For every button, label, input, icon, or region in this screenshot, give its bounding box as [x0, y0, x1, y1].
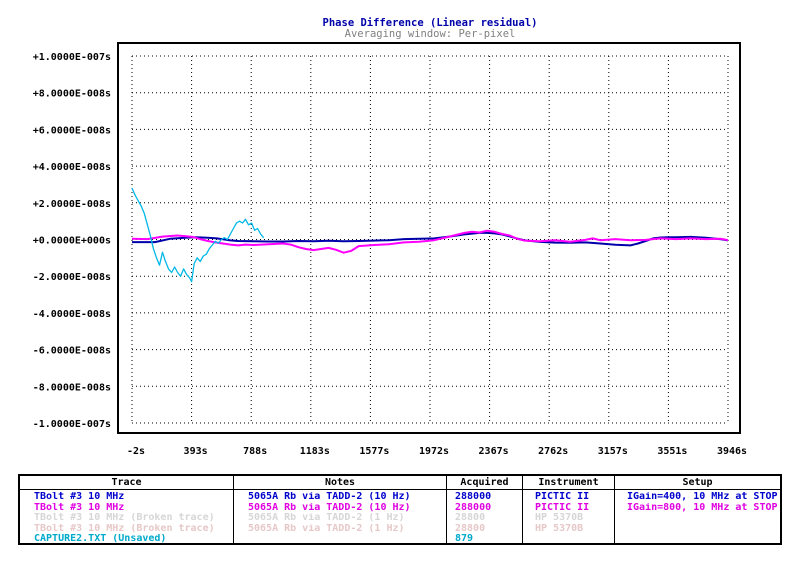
y-tick-label: +0.0000E+000s	[33, 236, 111, 247]
y-tick-label: +8.0000E-008s	[33, 89, 111, 100]
chart-title: Phase Difference (Linear residual)	[323, 17, 538, 29]
legend-col-instrument: Instrument PICTIC II PICTIC II HP 5370B …	[523, 476, 615, 543]
x-tick-label: 3157s	[598, 446, 628, 457]
legend-row-1-trace: TBolt #3 10 MHz	[34, 492, 125, 502]
y-tick-label: +6.0000E-008s	[33, 125, 111, 136]
series-layer	[131, 187, 729, 283]
legend-row-1-setup: IGain=400, 10 MHz at STOP	[627, 492, 778, 502]
y-tick-label: -4.0000E-008s	[33, 309, 111, 320]
legend-row-4-setup	[615, 524, 780, 535]
legend-col-acquired: Acquired 288000 288000 28800 28800 879	[447, 476, 523, 544]
x-tick-label: 1577s	[359, 446, 389, 457]
x-axis-tick-labels: -2s 393s 788s 1183s 1577s 1972s 2367s 2762s 3157…	[127, 446, 747, 457]
legend-row-3-instrument: HP 5370B	[535, 513, 584, 523]
x-tick-label: 3551s	[657, 446, 687, 457]
x-tick-label: 1972s	[419, 446, 449, 457]
legend-row-5-notes	[234, 534, 446, 545]
legend-row-2-instrument: PICTIC II	[535, 502, 590, 513]
legend-header-instrument: Instrument	[523, 476, 614, 490]
phase-difference-chart: Phase Difference (Linear residual) Avera…	[33, 17, 747, 457]
legend-row-1-acquired: 288000	[455, 492, 492, 502]
legend-col-trace: Trace TBolt #3 10 MHz TBolt #3 10 MHz TB…	[20, 476, 234, 544]
legend-row-1-notes: 5065A Rb via TADD-2 (10 Hz)	[248, 492, 411, 502]
x-tick-label: 788s	[243, 446, 267, 457]
x-tick-label: 3946s	[717, 446, 747, 457]
legend-header-notes: Notes	[234, 476, 446, 490]
y-tick-label: +1.0000E-007s	[33, 52, 111, 63]
legend-row-5-setup	[615, 534, 780, 545]
legend-row-4-notes: 5065A Rb via TADD-2 (1 Hz)	[248, 523, 405, 534]
x-tick-label: 2762s	[538, 446, 568, 457]
x-tick-label: 1183s	[300, 446, 330, 457]
legend-row-1-instrument: PICTIC II	[535, 492, 590, 502]
y-tick-label: +4.0000E-008s	[33, 162, 111, 173]
chart-subtitle: Averaging window: Per-pixel	[345, 28, 516, 40]
legend-row-4-trace: TBolt #3 10 MHz (Broken trace)	[34, 523, 215, 534]
legend-row-5-instrument	[523, 534, 614, 545]
legend-header-acquired: Acquired	[447, 476, 522, 490]
legend-row-4-instrument: HP 5370B	[535, 523, 584, 534]
x-tick-label: 2367s	[479, 446, 509, 457]
legend-row-2-trace: TBolt #3 10 MHz	[34, 502, 125, 513]
series-line-2	[131, 229, 729, 254]
y-tick-label: -1.0000E-007s	[33, 419, 111, 430]
legend-row-3-trace: TBolt #3 10 MHz (Broken trace)	[34, 513, 215, 523]
series-line-3	[131, 187, 265, 283]
legend-header-trace: Trace	[20, 476, 233, 490]
trace-legend-table: Trace TBolt #3 10 MHz TBolt #3 10 MHz TB…	[18, 474, 782, 545]
legend-row-3-setup	[615, 513, 780, 524]
legend-row-3-acquired: 28800	[455, 513, 486, 523]
legend-row-5-acquired: 879	[455, 534, 474, 544]
legend-row-4-acquired: 28800	[455, 523, 486, 534]
legend-col-notes: Notes 5065A Rb via TADD-2 (10 Hz) 5065A …	[234, 476, 447, 543]
legend-row-2-setup: IGain=800, 10 MHz at STOP	[627, 502, 778, 513]
legend-header-setup: Setup	[615, 476, 780, 490]
series-line-1	[132, 231, 729, 247]
legend-row-2-acquired: 288000	[455, 502, 492, 513]
legend-row-5-trace: CAPTURE2.TXT (Unsaved)	[34, 534, 167, 544]
legend-col-setup: Setup IGain=400, 10 MHz at STOP IGain=80…	[615, 476, 780, 543]
x-tick-label: 393s	[184, 446, 208, 457]
y-axis-tick-labels: +1.0000E-007s +8.0000E-008s +6.0000E-008s +…	[33, 52, 111, 430]
x-tick-label: -2s	[127, 446, 145, 457]
legend-row-2-notes: 5065A Rb via TADD-2 (10 Hz)	[248, 502, 411, 513]
y-tick-label: -2.0000E-008s	[33, 272, 111, 283]
y-tick-label: -6.0000E-008s	[33, 346, 111, 357]
y-tick-label: +2.0000E-008s	[33, 199, 111, 210]
legend-row-3-notes: 5065A Rb via TADD-2 (1 Hz)	[248, 513, 405, 523]
y-tick-label: -8.0000E-008s	[33, 382, 111, 393]
